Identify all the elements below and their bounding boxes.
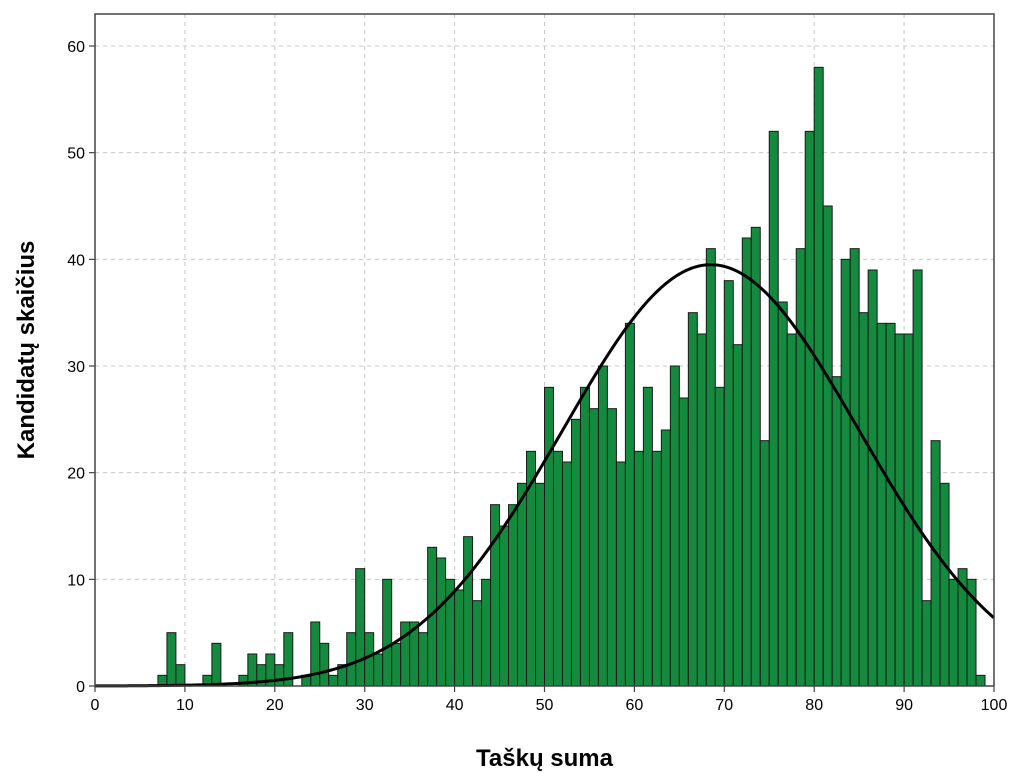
histogram-bar [517,482,528,687]
normal-distribution-curve [95,263,995,688]
histogram-bar [876,322,887,687]
histogram-bar [355,568,366,687]
histogram-bar [696,333,707,687]
histogram-bar [319,642,330,687]
histogram-bar [633,450,644,687]
axis-ticks [89,45,995,692]
histogram-bar [642,386,653,687]
histogram-bar [930,440,941,687]
y-axis-title: Kandidatų skaičius [13,241,40,460]
histogram-bar [463,536,474,687]
x-axis-tick-labels: 0 10 20 30 40 50 60 70 80 90 100 [91,697,1008,714]
x-tick-label: 90 [895,697,913,714]
histogram-bar [508,504,519,687]
histogram-bar [391,642,402,687]
y-axis-tick-labels: 0 10 20 30 40 50 60 [67,39,85,696]
histogram-bar [597,365,608,687]
histogram-bar [705,248,716,687]
x-tick-label: 0 [91,697,100,714]
y-tick-label: 50 [67,146,85,163]
histogram-bar [687,312,698,687]
x-tick-label: 100 [981,697,1008,714]
histogram-bar [588,408,599,687]
histogram-bar [570,418,581,687]
histogram-bar [813,66,824,687]
histogram-bar [382,578,393,687]
histogram-bar [714,386,725,687]
histogram-bar [490,504,501,687]
histogram-bar [579,386,590,687]
x-axis-title: Taškų suma [476,745,614,772]
histogram-bar [840,258,851,687]
x-tick-label: 70 [715,697,733,714]
histogram-bar [535,482,546,687]
x-tick-label: 60 [626,697,644,714]
histogram-bar [624,322,635,687]
x-tick-label: 40 [446,697,464,714]
y-tick-label: 30 [67,359,85,376]
x-tick-label: 30 [356,697,374,714]
histogram-bar [849,248,860,687]
y-tick-label: 20 [67,466,85,483]
histogram-bar [472,600,483,687]
histogram-bar [912,269,923,687]
histogram-bar [651,450,662,687]
x-tick-label: 80 [805,697,823,714]
histogram-bar [795,248,806,687]
y-tick-label: 0 [76,679,85,696]
histogram-bar [211,642,222,687]
histogram-bar [373,653,384,687]
x-tick-label: 50 [536,697,554,714]
histogram-bar [741,237,752,687]
histogram-bar [678,397,689,687]
y-tick-label: 40 [67,252,85,269]
histogram-bar [723,280,734,687]
histogram-bar [804,130,815,687]
histogram-bar [615,461,626,687]
histogram-bar [561,461,572,687]
histogram-bar [418,632,429,687]
histogram-bar [831,376,842,687]
histogram-bar [660,429,671,687]
histogram-bar [346,632,357,687]
histogram-bar [166,632,177,687]
y-tick-label: 60 [67,39,85,56]
histogram-bar [436,557,447,687]
histogram-bar [606,408,617,687]
histogram-bar [858,312,869,687]
histogram-bar [544,386,554,687]
x-tick-label: 20 [266,697,284,714]
histogram-bar [921,600,932,687]
histogram-bar [975,674,986,687]
histogram-bar [175,664,186,687]
histogram-bar [328,674,339,687]
histogram-bar [768,130,779,687]
x-tick-label: 10 [176,697,194,714]
histogram-bar [669,365,680,687]
histogram-bar [481,578,492,687]
histogram-bar [867,269,878,687]
histogram-bar [885,322,896,687]
histogram-bar [732,344,743,687]
histogram-bar [822,205,833,687]
histogram-bar [894,333,905,687]
histogram-bar [454,589,465,687]
histogram-bar [499,525,510,687]
histogram-bar [777,301,788,687]
histogram-bar [552,450,563,687]
histogram-bars [157,66,986,687]
histogram-bar [786,333,797,687]
y-tick-label: 10 [67,572,85,589]
histogram-bar [750,226,761,687]
histogram-bar [939,482,950,687]
histogram-bar [310,621,321,687]
histogram-bar [274,664,285,687]
histogram-bar [948,578,959,687]
histogram-bar [759,440,770,687]
